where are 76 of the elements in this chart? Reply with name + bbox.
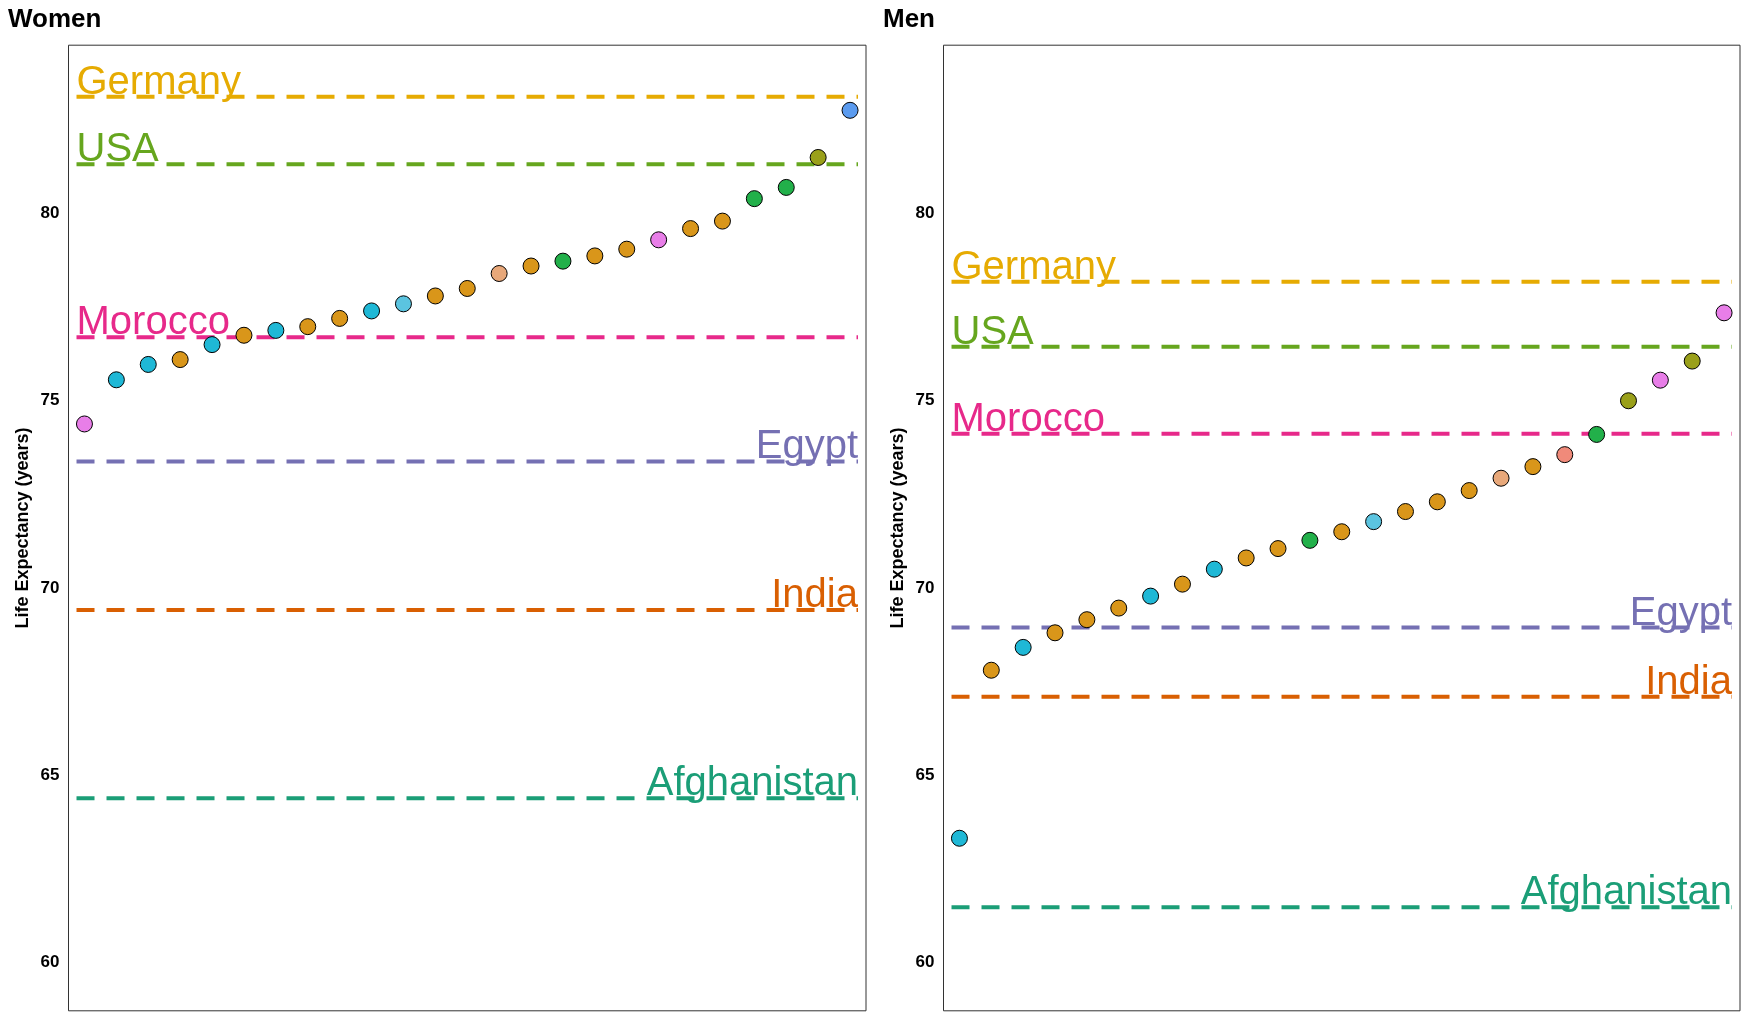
- point: [363, 302, 381, 320]
- point: [1301, 531, 1319, 549]
- point: [1524, 458, 1542, 476]
- point: [841, 101, 859, 119]
- point: [713, 212, 731, 230]
- point: [1237, 549, 1255, 567]
- point: [586, 247, 604, 265]
- y-tick-label: 60: [915, 951, 935, 971]
- point: [1428, 493, 1446, 511]
- point: [331, 309, 349, 327]
- point: [1333, 523, 1351, 541]
- point: [809, 148, 827, 166]
- point: [745, 190, 763, 208]
- point: [650, 231, 668, 249]
- chart-title: Women: [8, 2, 102, 33]
- y-tick-label: 60: [40, 951, 60, 971]
- point: [1110, 599, 1128, 617]
- ref-line-label: Germany: [951, 242, 1117, 287]
- point: [1651, 371, 1669, 389]
- point: [777, 178, 795, 196]
- ref-line-label: Egypt: [755, 422, 858, 467]
- point: [1269, 540, 1287, 558]
- point: [1619, 392, 1637, 410]
- point: [618, 240, 636, 258]
- point: [299, 318, 317, 336]
- point: [1014, 638, 1032, 656]
- chart-title: Men: [883, 2, 935, 33]
- point: [522, 257, 540, 275]
- point: [682, 220, 700, 238]
- y-axis-title: Life Expectancy (years): [886, 427, 907, 629]
- point: [203, 336, 221, 354]
- point: [1365, 513, 1383, 531]
- point: [1588, 425, 1606, 443]
- ref-line-label: USA: [76, 125, 160, 170]
- point: [1205, 560, 1223, 578]
- ref-line-label: Morocco: [76, 298, 230, 343]
- point: [139, 355, 157, 373]
- y-tick-label: 70: [40, 577, 60, 597]
- y-tick-label: 80: [40, 203, 60, 223]
- y-tick-label: 75: [40, 390, 60, 410]
- point: [171, 351, 189, 369]
- y-tick-label: 80: [915, 203, 935, 223]
- ref-line-label: Afghanistan: [1520, 868, 1732, 913]
- point: [267, 321, 285, 339]
- point: [75, 415, 93, 433]
- ref-line-label: Egypt: [1629, 588, 1732, 633]
- point: [490, 265, 508, 282]
- point: [1396, 503, 1414, 521]
- ref-line-label: India: [771, 570, 859, 615]
- ref-line-label: Germany: [76, 57, 242, 102]
- point: [107, 371, 125, 389]
- ref-line-label: Afghanistan: [646, 759, 858, 804]
- point: [1460, 482, 1478, 500]
- point: [1492, 469, 1510, 487]
- point: [458, 279, 476, 297]
- y-axis-title: Life Expectancy (years): [11, 427, 32, 629]
- point: [1556, 446, 1574, 464]
- point: [235, 326, 253, 344]
- ref-line-label: Morocco: [951, 394, 1105, 439]
- point: [1078, 611, 1096, 629]
- point: [554, 252, 572, 270]
- point: [1715, 304, 1733, 322]
- point: [950, 829, 968, 847]
- y-tick-label: 70: [915, 577, 935, 597]
- point: [1142, 587, 1160, 605]
- point: [982, 661, 1000, 679]
- point: [426, 287, 444, 305]
- point: [1173, 575, 1191, 593]
- ref-line-label: India: [1645, 657, 1733, 702]
- y-tick-label: 65: [915, 764, 935, 784]
- y-tick-label: 65: [40, 764, 60, 784]
- ref-line-label: USA: [951, 307, 1035, 352]
- point: [394, 295, 412, 313]
- point: [1683, 352, 1701, 370]
- y-tick-label: 75: [915, 390, 935, 410]
- point: [1046, 624, 1064, 642]
